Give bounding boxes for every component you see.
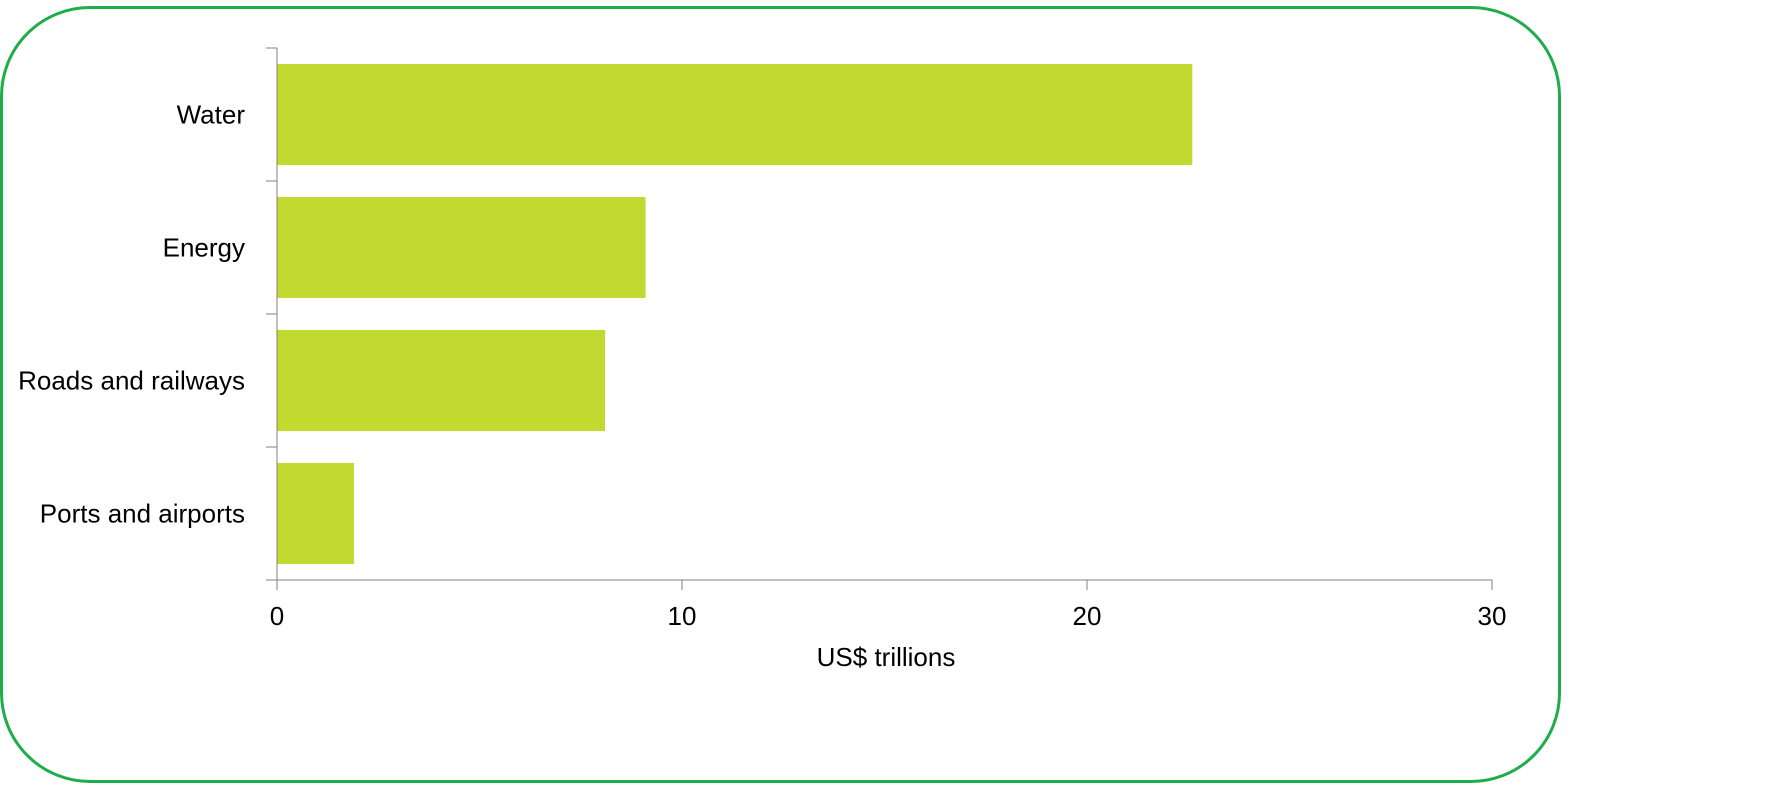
- x-axis-title: US$ trillions: [817, 642, 956, 672]
- bars-group: [277, 63, 1193, 565]
- category-label: Ports and airports: [40, 499, 245, 529]
- labels-group: Water Energy Roads and railways Ports and a…: [18, 100, 1506, 632]
- bar-roads-and-railways: [277, 329, 606, 432]
- category-label: Water: [177, 100, 246, 130]
- category-label: Energy: [163, 233, 245, 263]
- x-tick-label: 20: [1073, 601, 1102, 631]
- bar-ports-and-airports: [277, 462, 354, 565]
- bar-water: [277, 63, 1193, 166]
- bar-energy: [277, 196, 646, 299]
- x-tick-label: 0: [270, 601, 284, 631]
- x-tick-label: 10: [668, 601, 697, 631]
- category-label: Roads and railways: [18, 366, 245, 396]
- x-tick-label: 30: [1478, 601, 1507, 631]
- axes-group: [266, 47, 1493, 590]
